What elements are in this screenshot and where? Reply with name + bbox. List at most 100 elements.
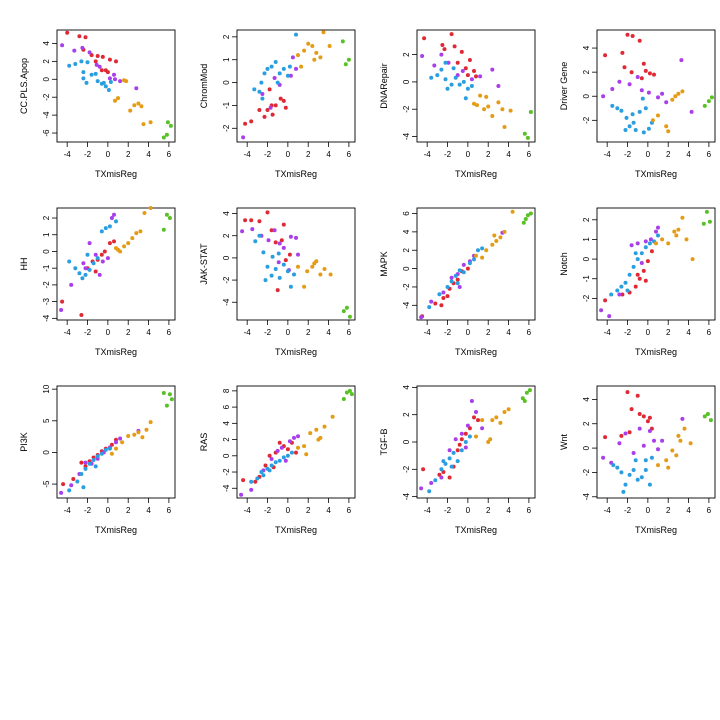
data-point (299, 64, 304, 69)
data-point (620, 292, 625, 297)
data-point (314, 427, 319, 432)
data-point (709, 95, 714, 100)
data-point (288, 284, 293, 289)
data-point (622, 65, 627, 70)
data-point (81, 70, 86, 75)
data-point (627, 82, 632, 87)
y-tick-label: -4 (402, 493, 411, 501)
data-point (95, 79, 100, 84)
data-point (344, 390, 349, 395)
data-point (114, 219, 118, 224)
data-point (281, 262, 286, 267)
data-point (682, 426, 687, 431)
data-point (83, 35, 88, 40)
data-point (617, 292, 622, 297)
data-point (702, 414, 707, 419)
scatter-panel: -4 -2 0 2 4 6 -4 -2 0 2 4 6 TXmisReg MAPK (379, 207, 536, 357)
x-tick-label: 0 (286, 328, 291, 337)
data-point (652, 438, 656, 443)
y-axis-label: CC.PLS.Apop (19, 58, 29, 114)
data-point (108, 80, 113, 84)
data-point (480, 426, 485, 431)
data-point (643, 68, 648, 73)
data-point (631, 451, 636, 455)
data-point (647, 415, 652, 420)
data-point (660, 91, 665, 96)
data-point (278, 96, 283, 101)
y-tick-label: 0 (582, 445, 591, 450)
data-point (522, 131, 527, 136)
y-tick-label: -4 (42, 111, 51, 119)
data-point (107, 446, 112, 451)
data-point (103, 84, 108, 89)
data-point (619, 108, 624, 113)
data-point (81, 261, 86, 266)
x-tick-label: -2 (444, 150, 452, 159)
data-point (267, 453, 272, 458)
data-point (287, 252, 292, 257)
data-point (639, 76, 644, 81)
data-point (637, 276, 642, 281)
x-axis-label: TXmisReg (95, 347, 137, 357)
data-point (114, 59, 118, 64)
data-point (276, 251, 281, 256)
data-point (275, 80, 280, 85)
data-point (294, 235, 298, 240)
data-point (680, 215, 685, 220)
data-point (619, 284, 624, 289)
data-point (673, 94, 678, 99)
data-point (269, 273, 274, 278)
data-point (656, 113, 660, 118)
data-point (109, 216, 114, 220)
y-tick-label: 4 (402, 385, 411, 390)
data-point (83, 272, 88, 277)
data-point (126, 241, 131, 246)
data-point (87, 241, 92, 246)
data-point (623, 482, 628, 487)
x-tick-label: 0 (106, 150, 111, 159)
data-point (460, 69, 465, 73)
data-point (167, 216, 172, 220)
x-tick-label: 2 (306, 328, 311, 337)
data-point (619, 433, 624, 438)
x-tick-label: -2 (84, 328, 92, 337)
data-point (630, 112, 635, 117)
data-point (312, 57, 317, 62)
x-tick-label: 6 (167, 150, 172, 159)
data-point (498, 235, 503, 240)
plot-frame (236, 29, 356, 143)
data-point (437, 292, 442, 297)
data-point (488, 437, 493, 442)
y-tick-label: 2 (402, 247, 411, 252)
y-tick-label: -2 (402, 465, 411, 473)
data-point (640, 96, 645, 101)
data-point (525, 135, 530, 140)
data-point (474, 74, 478, 79)
y-axis-label: JAK-STAT (199, 243, 209, 285)
y-tick-label: 1 (222, 57, 231, 62)
data-point (679, 58, 684, 63)
data-point (281, 455, 286, 460)
x-tick-label: -2 (84, 506, 92, 515)
data-point (106, 88, 111, 92)
data-point (707, 219, 712, 224)
scatter-panel: -4 -2 0 2 4 6 -6 -4 -2 0 2 4 TXmisReg CC.PLS.Apop (19, 29, 176, 179)
data-point (490, 242, 495, 247)
data-point (617, 79, 622, 84)
y-tick-label: 4 (42, 41, 51, 46)
data-point (285, 269, 290, 274)
data-point (459, 437, 464, 442)
data-point (341, 309, 346, 314)
data-point (474, 410, 478, 414)
data-point (615, 465, 620, 470)
data-point (443, 60, 448, 65)
x-tick-label: -4 (604, 150, 612, 159)
data-point (73, 266, 78, 271)
data-point (480, 246, 485, 251)
x-tick-label: 0 (646, 150, 651, 159)
data-point (144, 427, 149, 432)
data-point (302, 284, 307, 289)
data-point (262, 114, 267, 119)
y-axis-label: Driver Gene (559, 62, 569, 111)
data-point (656, 95, 660, 100)
